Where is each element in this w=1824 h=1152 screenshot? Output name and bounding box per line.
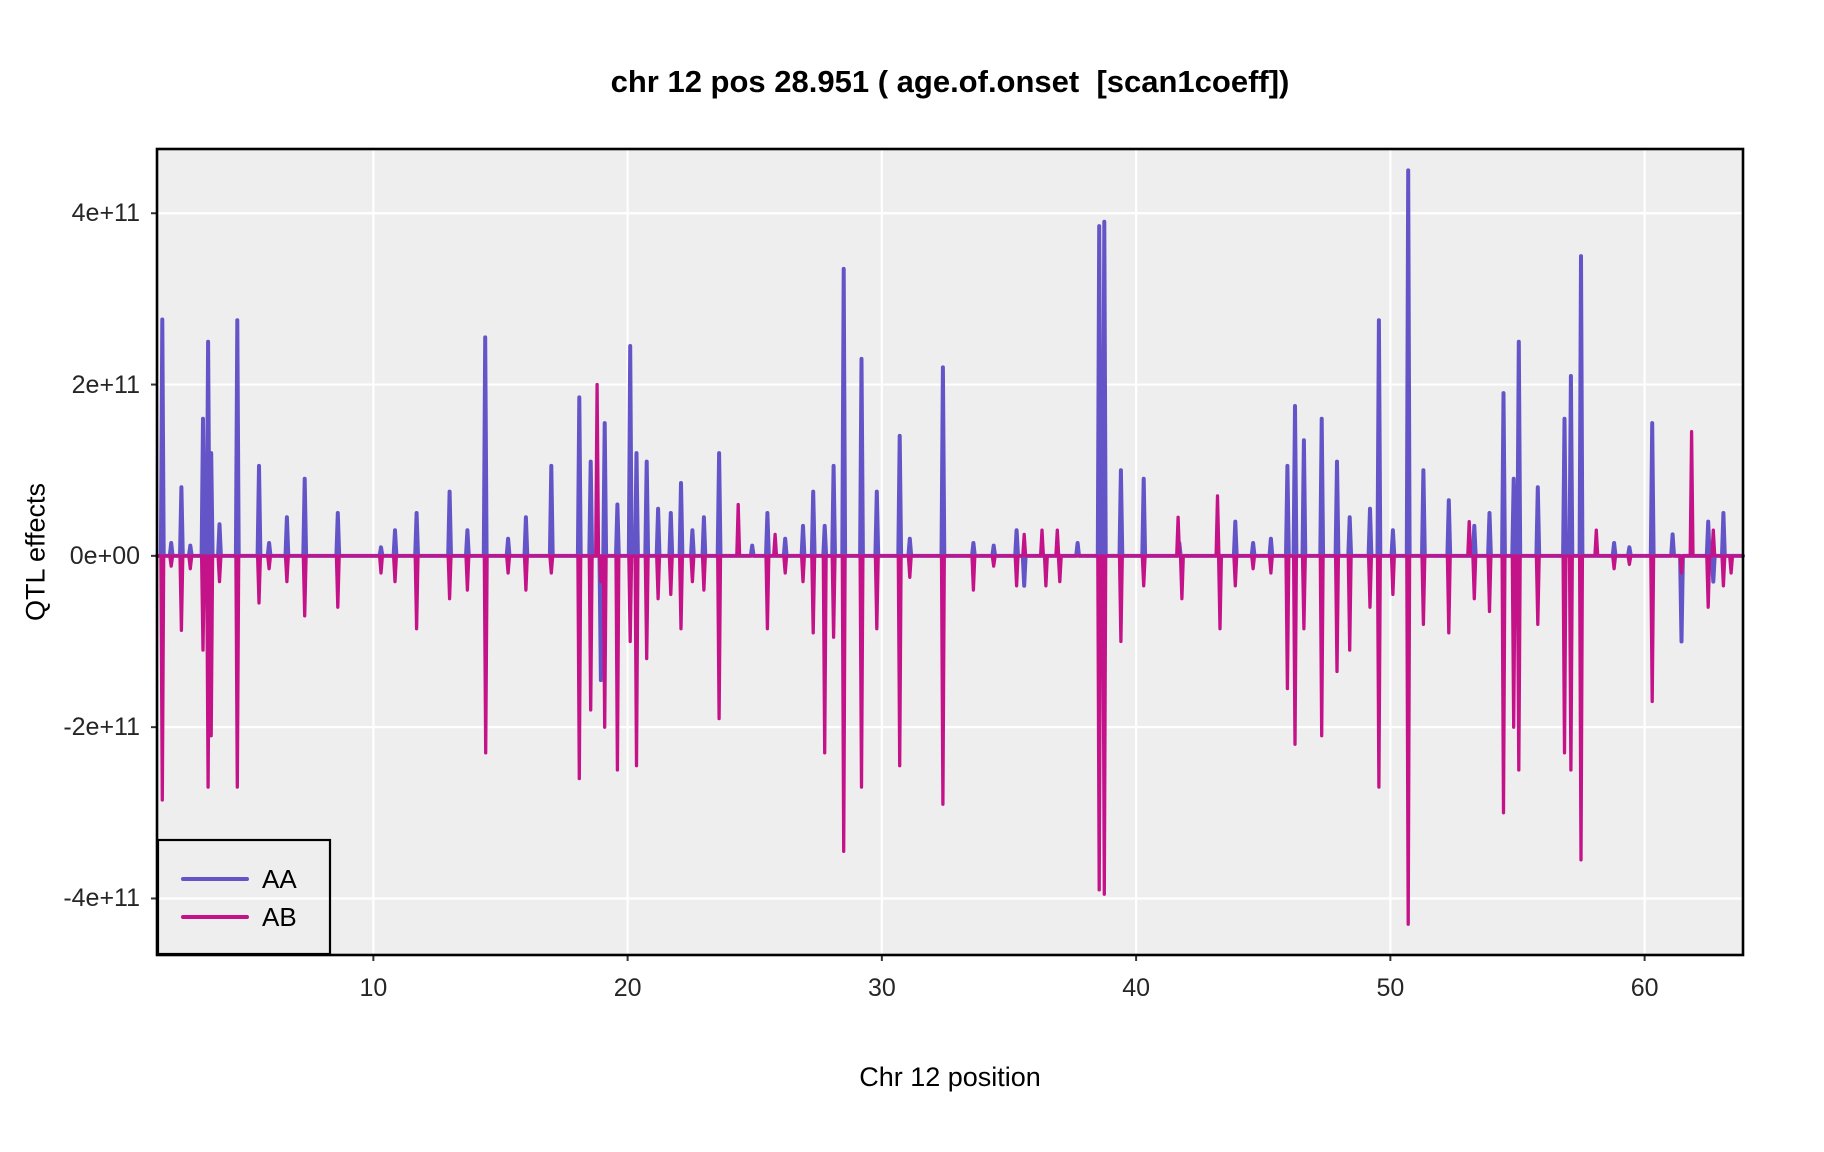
plot-panel (157, 149, 1743, 955)
legend-box (156, 838, 332, 956)
x-tick-label: 30 (867, 974, 896, 1002)
series-line-ab (155, 382, 1745, 926)
legend-label-aa: AA (262, 864, 297, 894)
y-tick-label: -2e+11 (63, 713, 140, 742)
y-tick-label: -4e+11 (63, 884, 140, 913)
chart-title: chr 12 pos 28.951 ( age.of.onset [scan1c… (610, 64, 1290, 99)
legend-label-ab: AB (262, 902, 297, 932)
x-tick-label: 60 (1630, 974, 1659, 1002)
y-tick-label: 0e+00 (69, 541, 140, 570)
x-tick-label: 40 (1122, 974, 1151, 1002)
x-tick-label: 20 (613, 974, 642, 1002)
y-tick-label: 2e+11 (71, 370, 140, 399)
x-tick-label: 50 (1376, 974, 1405, 1002)
x-tick-label: 10 (359, 974, 388, 1002)
panel-border (155, 147, 1745, 957)
x-axis-title: Chr 12 position (859, 1062, 1041, 1092)
y-tick-label: 4e+11 (71, 199, 140, 228)
